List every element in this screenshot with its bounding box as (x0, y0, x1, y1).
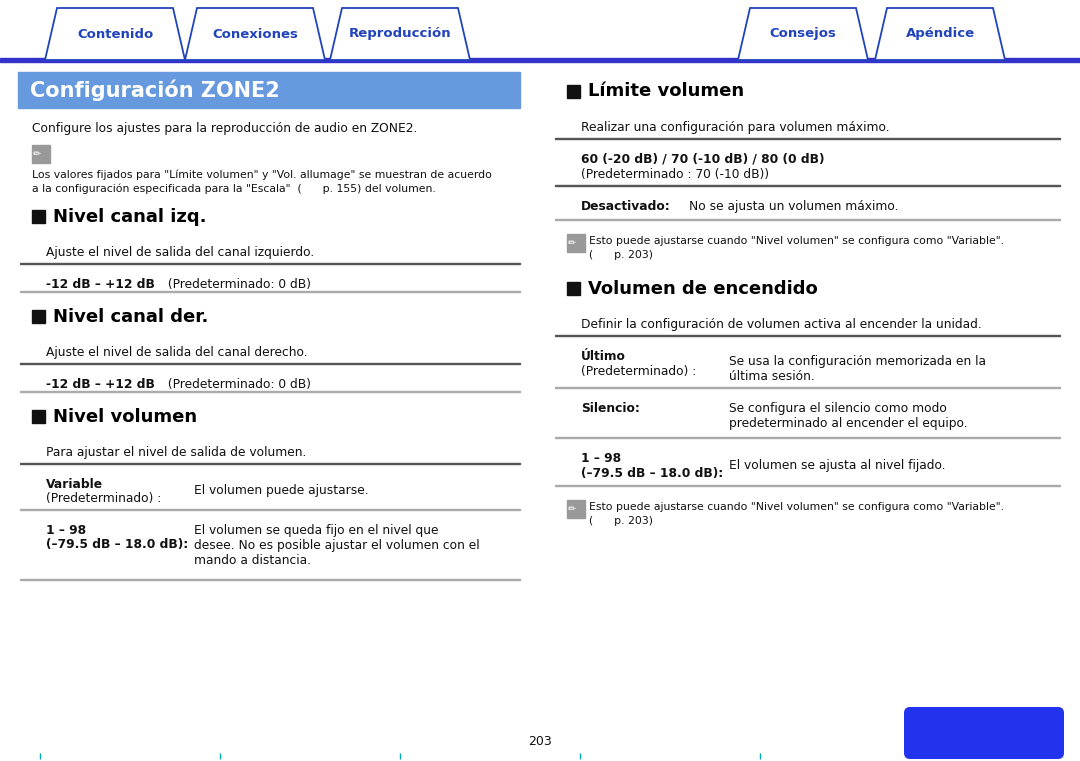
Text: ✏: ✏ (568, 238, 576, 248)
Bar (555, 335, 1059, 336)
Text: (–79.5 dB – 18.0 dB):: (–79.5 dB – 18.0 dB): (581, 467, 724, 480)
Text: 1 – 98: 1 – 98 (46, 524, 86, 537)
Bar (567, 85, 580, 98)
Polygon shape (45, 8, 185, 60)
Bar (0, 58, 1080, 62)
Bar (555, 437, 1059, 438)
Text: (      p. 203): ( p. 203) (589, 250, 653, 260)
Text: No se ajusta un volumen máximo.: No se ajusta un volumen máximo. (689, 200, 899, 213)
Text: Apéndice: Apéndice (905, 27, 974, 40)
Polygon shape (875, 8, 1005, 60)
Bar (32, 145, 50, 163)
Text: Contenido: Contenido (77, 27, 153, 40)
Text: Nivel canal der.: Nivel canal der. (53, 307, 208, 326)
Text: Conexiones: Conexiones (212, 27, 298, 40)
Bar (21, 363, 519, 364)
Bar (18, 72, 519, 108)
Text: Silencio:: Silencio: (581, 402, 639, 415)
Text: Los valores fijados para "Límite volumen" y "Vol. allumage" se muestran de acuer: Los valores fijados para "Límite volumen… (32, 170, 491, 180)
Text: ✏: ✏ (33, 149, 41, 159)
Text: Esto puede ajustarse cuando "Nivel volumen" se configura como "Variable".: Esto puede ajustarse cuando "Nivel volum… (589, 502, 1004, 512)
Text: Volumen de encendido: Volumen de encendido (588, 279, 818, 298)
Text: Ajuste el nivel de salida del canal derecho.: Ajuste el nivel de salida del canal dere… (46, 346, 308, 359)
Text: Consejos: Consejos (770, 27, 836, 40)
Bar (32, 210, 45, 223)
Text: Definir la configuración de volumen activa al encender la unidad.: Definir la configuración de volumen acti… (581, 318, 982, 331)
Text: ✏: ✏ (568, 504, 576, 514)
Bar (567, 282, 580, 295)
Text: Límite volumen: Límite volumen (588, 82, 744, 100)
Text: Ajuste el nivel de salida del canal izquierdo.: Ajuste el nivel de salida del canal izqu… (46, 246, 314, 259)
Text: 1 – 98: 1 – 98 (581, 452, 621, 465)
Text: (Predeterminado) :: (Predeterminado) : (46, 492, 161, 505)
Text: Nivel volumen: Nivel volumen (53, 407, 198, 425)
Bar (21, 509, 519, 510)
Text: (Predeterminado) :: (Predeterminado) : (581, 365, 697, 378)
Bar (32, 410, 45, 423)
Text: (      p. 203): ( p. 203) (589, 516, 653, 526)
Bar (21, 391, 519, 392)
Text: 203: 203 (528, 735, 552, 748)
Bar (21, 579, 519, 580)
Text: a la configuración especificada para la "Escala"  (      p. 155) del volumen.: a la configuración especificada para la … (32, 184, 435, 195)
Text: Variable: Variable (46, 478, 103, 491)
Bar (555, 485, 1059, 486)
Text: Último: Último (581, 350, 626, 363)
Text: El volumen puede ajustarse.: El volumen puede ajustarse. (194, 484, 368, 497)
Text: Nivel canal izq.: Nivel canal izq. (53, 208, 206, 225)
Bar (567, 234, 585, 252)
Text: Realizar una configuración para volumen máximo.: Realizar una configuración para volumen … (581, 121, 890, 134)
Text: (Predeterminado: 0 dB): (Predeterminado: 0 dB) (164, 278, 311, 291)
Text: Se configura el silencio como modo
predeterminado al encender el equipo.: Se configura el silencio como modo prede… (729, 402, 968, 430)
Bar (555, 138, 1059, 139)
Polygon shape (185, 8, 325, 60)
Bar (21, 291, 519, 292)
Text: (–79.5 dB – 18.0 dB):: (–79.5 dB – 18.0 dB): (46, 538, 188, 551)
Text: (Predeterminado : 70 (-10 dB)): (Predeterminado : 70 (-10 dB)) (581, 168, 769, 181)
Bar (567, 500, 585, 518)
Text: Se usa la configuración memorizada en la
última sesión.: Se usa la configuración memorizada en la… (729, 355, 986, 383)
Bar (555, 219, 1059, 220)
Bar (21, 463, 519, 464)
Text: Configure los ajustes para la reproducción de audio en ZONE2.: Configure los ajustes para la reproducci… (32, 122, 417, 135)
Text: El volumen se ajusta al nivel fijado.: El volumen se ajusta al nivel fijado. (729, 459, 946, 472)
Text: -12 dB – +12 dB: -12 dB – +12 dB (46, 278, 154, 291)
Text: Configuración ZONE2: Configuración ZONE2 (30, 79, 280, 100)
Text: Reproducción: Reproducción (349, 27, 451, 40)
FancyBboxPatch shape (904, 707, 1064, 759)
Polygon shape (738, 8, 868, 60)
Text: 60 (-20 dB) / 70 (-10 dB) / 80 (0 dB): 60 (-20 dB) / 70 (-10 dB) / 80 (0 dB) (581, 153, 824, 166)
Text: El volumen se queda fijo en el nivel que
desee. No es posible ajustar el volumen: El volumen se queda fijo en el nivel que… (194, 524, 480, 567)
Text: (Predeterminado: 0 dB): (Predeterminado: 0 dB) (164, 378, 311, 391)
Text: -12 dB – +12 dB: -12 dB – +12 dB (46, 378, 154, 391)
Bar (21, 263, 519, 264)
Polygon shape (330, 8, 470, 60)
Text: Para ajustar el nivel de salida de volumen.: Para ajustar el nivel de salida de volum… (46, 446, 307, 459)
Bar (555, 185, 1059, 186)
Bar (32, 310, 45, 323)
Text: Desactivado:: Desactivado: (581, 200, 671, 213)
Bar (555, 387, 1059, 388)
Text: Esto puede ajustarse cuando "Nivel volumen" se configura como "Variable".: Esto puede ajustarse cuando "Nivel volum… (589, 236, 1004, 246)
